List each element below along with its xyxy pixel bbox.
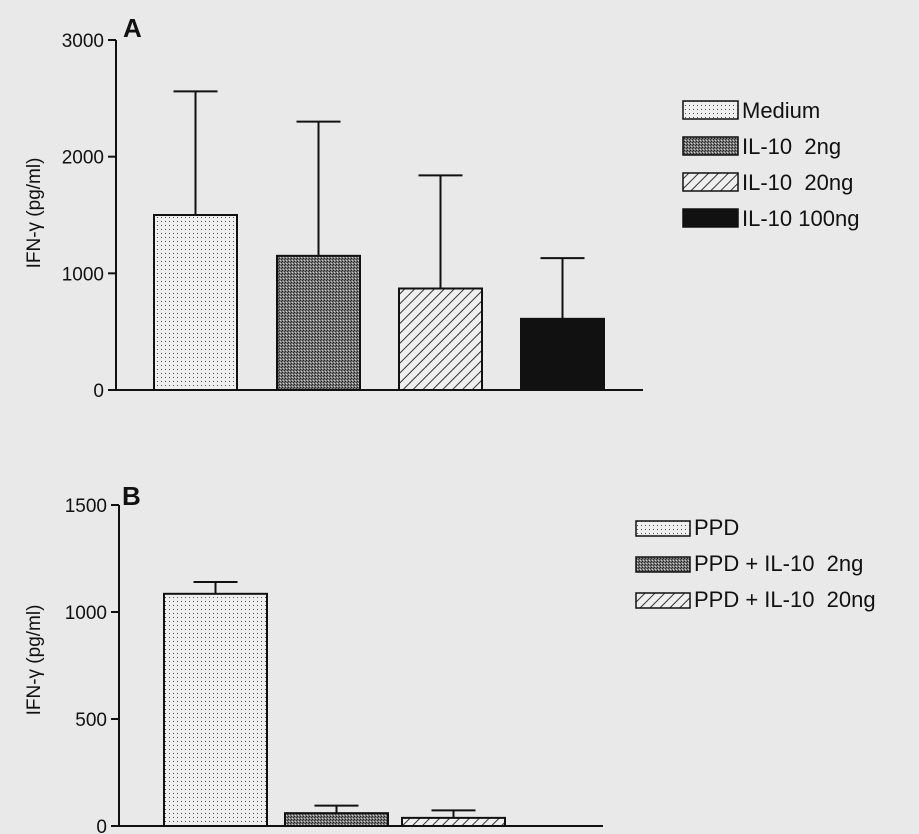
y-tick-label: 500 <box>75 710 107 731</box>
panel-b-chart: B IFN-γ (pg/ml) 0 500 1000 1500 PPD PPD + IL… <box>24 481 876 834</box>
legend-swatch <box>682 100 739 120</box>
y-tick-label: 0 <box>96 817 107 834</box>
bar <box>401 816 506 827</box>
bar <box>284 812 389 827</box>
panel-a-bars <box>153 90 605 392</box>
panel-a-chart: A IFN-γ (pg/ml) 0 1000 2000 3000 Medium IL-1… <box>24 13 859 402</box>
legend-swatch <box>635 592 691 609</box>
panel-a-letter: A <box>123 13 142 43</box>
legend-label: IL-10 2ng <box>742 134 841 159</box>
panel-a-y-axis-label: IFN-γ (pg/ml) <box>24 158 45 269</box>
legend-swatch <box>635 556 691 573</box>
y-tick-label: 1500 <box>65 496 107 517</box>
legend-label: PPD + IL-10 2ng <box>694 551 863 576</box>
bar <box>276 254 361 391</box>
panel-a-legend: Medium IL-10 2ng IL-10 20ng IL-10 100ng <box>682 98 859 231</box>
bar <box>398 287 483 391</box>
panel-b-bars <box>163 581 506 827</box>
bar <box>163 592 268 827</box>
legend-label: PPD + IL-10 20ng <box>694 587 876 612</box>
bar <box>520 317 605 392</box>
legend-swatch <box>682 136 739 156</box>
legend-label: Medium <box>742 98 820 123</box>
y-tick-label: 1000 <box>65 603 107 624</box>
legend-label: IL-10 20ng <box>742 170 853 195</box>
y-tick-label: 0 <box>93 381 104 402</box>
panel-b-legend: PPD PPD + IL-10 2ng PPD + IL-10 20ng <box>635 515 876 612</box>
legend-label: IL-10 100ng <box>742 206 859 231</box>
y-tick-label: 1000 <box>62 264 104 285</box>
panel-b-y-axis-label: IFN-γ (pg/ml) <box>24 605 45 716</box>
legend-swatch <box>682 208 739 228</box>
legend-swatch <box>682 172 739 192</box>
bar <box>153 214 238 391</box>
y-tick-label: 2000 <box>62 148 104 169</box>
legend-label: PPD <box>694 515 739 540</box>
panel-b-letter: B <box>122 481 141 511</box>
panel-b-axes: 0 500 1000 1500 <box>65 496 603 834</box>
y-tick-label: 3000 <box>62 31 104 52</box>
legend-swatch <box>635 520 691 537</box>
